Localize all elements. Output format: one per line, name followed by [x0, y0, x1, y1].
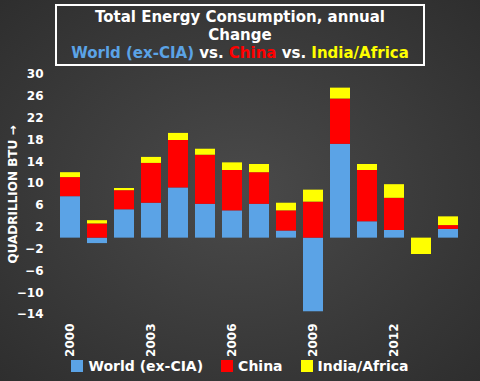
svg-text:6: 6: [35, 198, 43, 212]
svg-text:22: 22: [27, 111, 44, 125]
svg-text:26: 26: [27, 89, 44, 103]
svg-text:−10: −10: [17, 286, 44, 300]
svg-text:2003: 2003: [144, 324, 158, 357]
html-text:India/Africa: India/Africa: [317, 358, 409, 374]
svg-text:−2: −2: [25, 242, 43, 256]
svg-text:QUADRILLION BTU →: QUADRILLION BTU →: [6, 125, 20, 263]
html-text:World (ex-CIA): World (ex-CIA): [88, 358, 204, 374]
svg-text:−14: −14: [17, 307, 44, 321]
html-text:China: China: [238, 358, 283, 374]
html-text:Total Energy Consumption, annu: Total Energy Consumption, annual Change: [95, 8, 385, 44]
svg-text:2000: 2000: [63, 324, 77, 357]
svg-text:2006: 2006: [225, 324, 239, 357]
svg-text:14: 14: [27, 155, 44, 169]
svg-text:2012: 2012: [387, 324, 401, 357]
svg-text:2009: 2009: [306, 324, 320, 357]
svg-text:2: 2: [35, 220, 43, 234]
html-text:World (ex-CIA) vs. China vs. I: World (ex-CIA) vs. China vs. India/Afric…: [71, 44, 409, 62]
svg-text:18: 18: [27, 133, 44, 147]
svg-text:30: 30: [27, 67, 44, 81]
svg-text:10: 10: [27, 176, 44, 190]
svg-text:−6: −6: [25, 264, 43, 278]
